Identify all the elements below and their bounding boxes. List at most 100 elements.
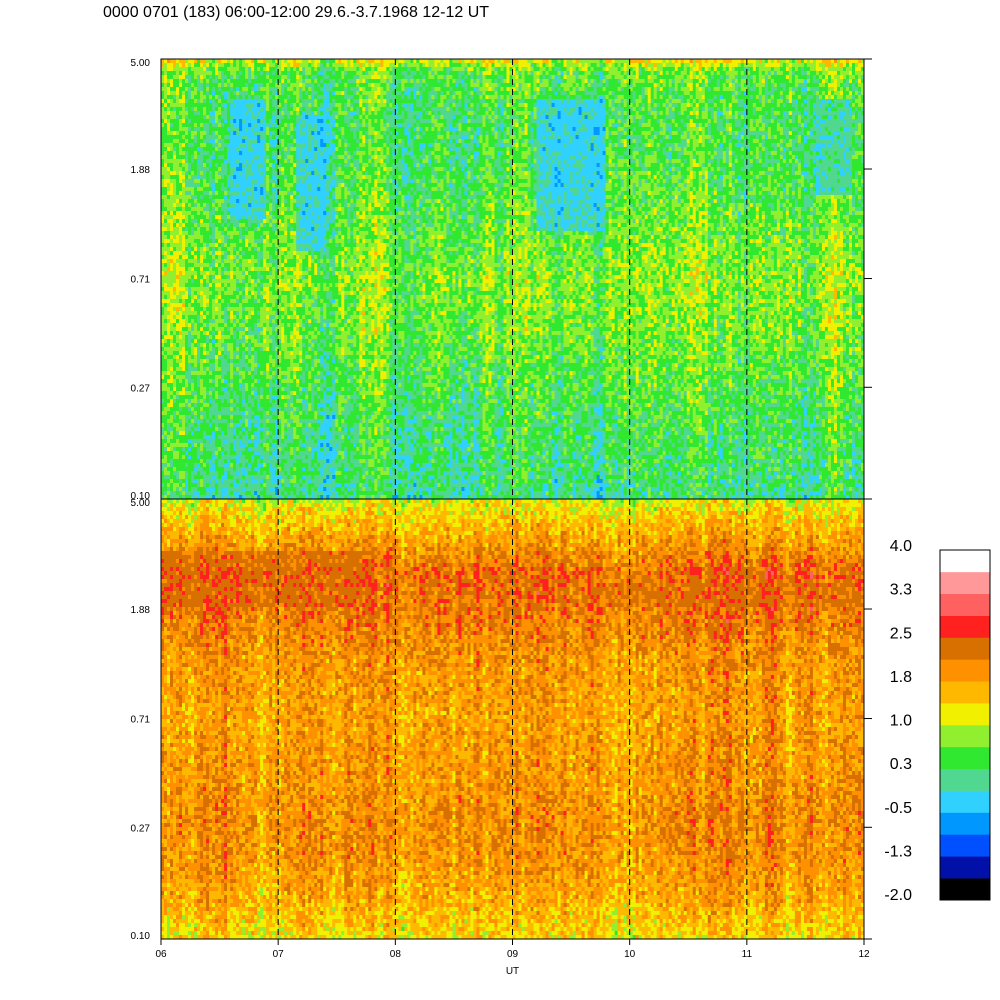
heatmap-cell	[482, 83, 487, 88]
heatmap-cell	[758, 71, 763, 76]
heatmap-cell	[599, 79, 604, 84]
heatmap-cell	[485, 67, 490, 72]
heatmap-cell	[809, 75, 814, 80]
heatmap-cell	[656, 75, 661, 80]
heatmap-cell	[299, 83, 303, 88]
heatmap-cell	[191, 71, 195, 76]
heatmap-cell	[380, 75, 384, 80]
heatmap-cell	[317, 63, 321, 68]
heatmap-cell	[794, 75, 799, 80]
heatmap-cell	[497, 75, 502, 80]
heatmap-cell	[482, 71, 487, 76]
heatmap-cell	[311, 83, 315, 88]
heatmap-cell	[596, 75, 601, 80]
heatmap-cell	[236, 59, 240, 64]
heatmap-cell	[332, 83, 336, 88]
heatmap-cell	[371, 71, 375, 76]
heatmap-cell	[818, 67, 823, 72]
heatmap-cell	[779, 63, 784, 68]
heatmap-cell	[515, 79, 520, 84]
heatmap-cell	[533, 63, 538, 68]
heatmap-cell	[800, 79, 805, 84]
heatmap-cell	[332, 67, 336, 72]
heatmap-cell	[356, 79, 360, 84]
heatmap-cell	[794, 67, 799, 72]
heatmap-cell	[647, 79, 652, 84]
heatmap-cell	[182, 75, 186, 80]
heatmap-cell	[515, 59, 520, 64]
heatmap-cell	[323, 79, 327, 84]
heatmap-cell	[587, 71, 592, 76]
heatmap-cell	[827, 75, 832, 80]
heatmap-cell	[587, 83, 592, 88]
heatmap-cell	[854, 63, 859, 68]
heatmap-cell	[548, 67, 553, 72]
heatmap-cell	[587, 75, 592, 80]
heatmap-cell	[275, 79, 279, 84]
heatmap-cell	[410, 67, 414, 72]
heatmap-cell	[665, 59, 670, 64]
heatmap-cell	[197, 59, 201, 64]
heatmap-cell	[485, 71, 490, 76]
heatmap-cell	[257, 59, 261, 64]
heatmap-cell	[296, 71, 300, 76]
heatmap-cell	[641, 63, 646, 68]
heatmap-cell	[203, 63, 207, 68]
heatmap-cell	[815, 79, 820, 84]
heatmap-cell	[314, 67, 318, 72]
heatmap-cell	[845, 63, 850, 68]
heatmap-cell	[500, 59, 505, 64]
heatmap-cell	[164, 63, 168, 68]
heatmap-cell	[302, 79, 306, 84]
heatmap-cell	[596, 67, 601, 72]
heatmap-cell	[809, 71, 814, 76]
heatmap-cell	[233, 83, 237, 88]
heatmap-cell	[539, 75, 544, 80]
heatmap-cell	[206, 67, 210, 72]
heatmap-cell	[323, 59, 327, 64]
heatmap-cell	[740, 75, 745, 80]
heatmap-cell	[854, 75, 859, 80]
heatmap-cell	[428, 79, 432, 84]
heatmap-cell	[581, 59, 586, 64]
heatmap-cell	[416, 83, 420, 88]
heatmap-cell	[326, 75, 330, 80]
heatmap-cell	[527, 75, 532, 80]
heatmap-cell	[263, 63, 267, 68]
heatmap-cell	[293, 59, 297, 64]
heatmap-cell	[326, 71, 330, 76]
heatmap-cell	[689, 63, 694, 68]
heatmap-cell	[563, 83, 568, 88]
heatmap-cell	[779, 71, 784, 76]
heatmap-cell	[173, 63, 177, 68]
heatmap-cell	[629, 59, 634, 64]
heatmap-cell	[209, 79, 213, 84]
heatmap-cell	[188, 59, 192, 64]
heatmap-cell	[203, 75, 207, 80]
heatmap-cell	[257, 79, 261, 84]
heatmap-cell	[419, 71, 423, 76]
heatmap-cell	[734, 75, 739, 80]
heatmap-cell	[857, 59, 862, 64]
heatmap-cell	[728, 59, 733, 64]
heatmap-cell	[251, 75, 255, 80]
heatmap-cell	[647, 59, 652, 64]
heatmap-cell	[449, 75, 454, 80]
heatmap-cell	[341, 59, 345, 64]
heatmap-cell	[557, 83, 562, 88]
heatmap-cell	[602, 79, 607, 84]
heatmap-cell	[530, 71, 535, 76]
heatmap-cell	[485, 75, 490, 80]
heatmap-cell	[521, 79, 526, 84]
heatmap-cell	[359, 75, 363, 80]
heatmap-cell	[365, 63, 369, 68]
heatmap-cell	[551, 83, 556, 88]
heatmap-cell	[512, 83, 517, 88]
heatmap-cell	[527, 71, 532, 76]
heatmap-cell	[278, 83, 282, 88]
heatmap-cell	[257, 71, 261, 76]
heatmap-cell	[710, 59, 715, 64]
heatmap-cell	[782, 79, 787, 84]
heatmap-cell	[239, 59, 243, 64]
heatmap-cell	[278, 75, 282, 80]
